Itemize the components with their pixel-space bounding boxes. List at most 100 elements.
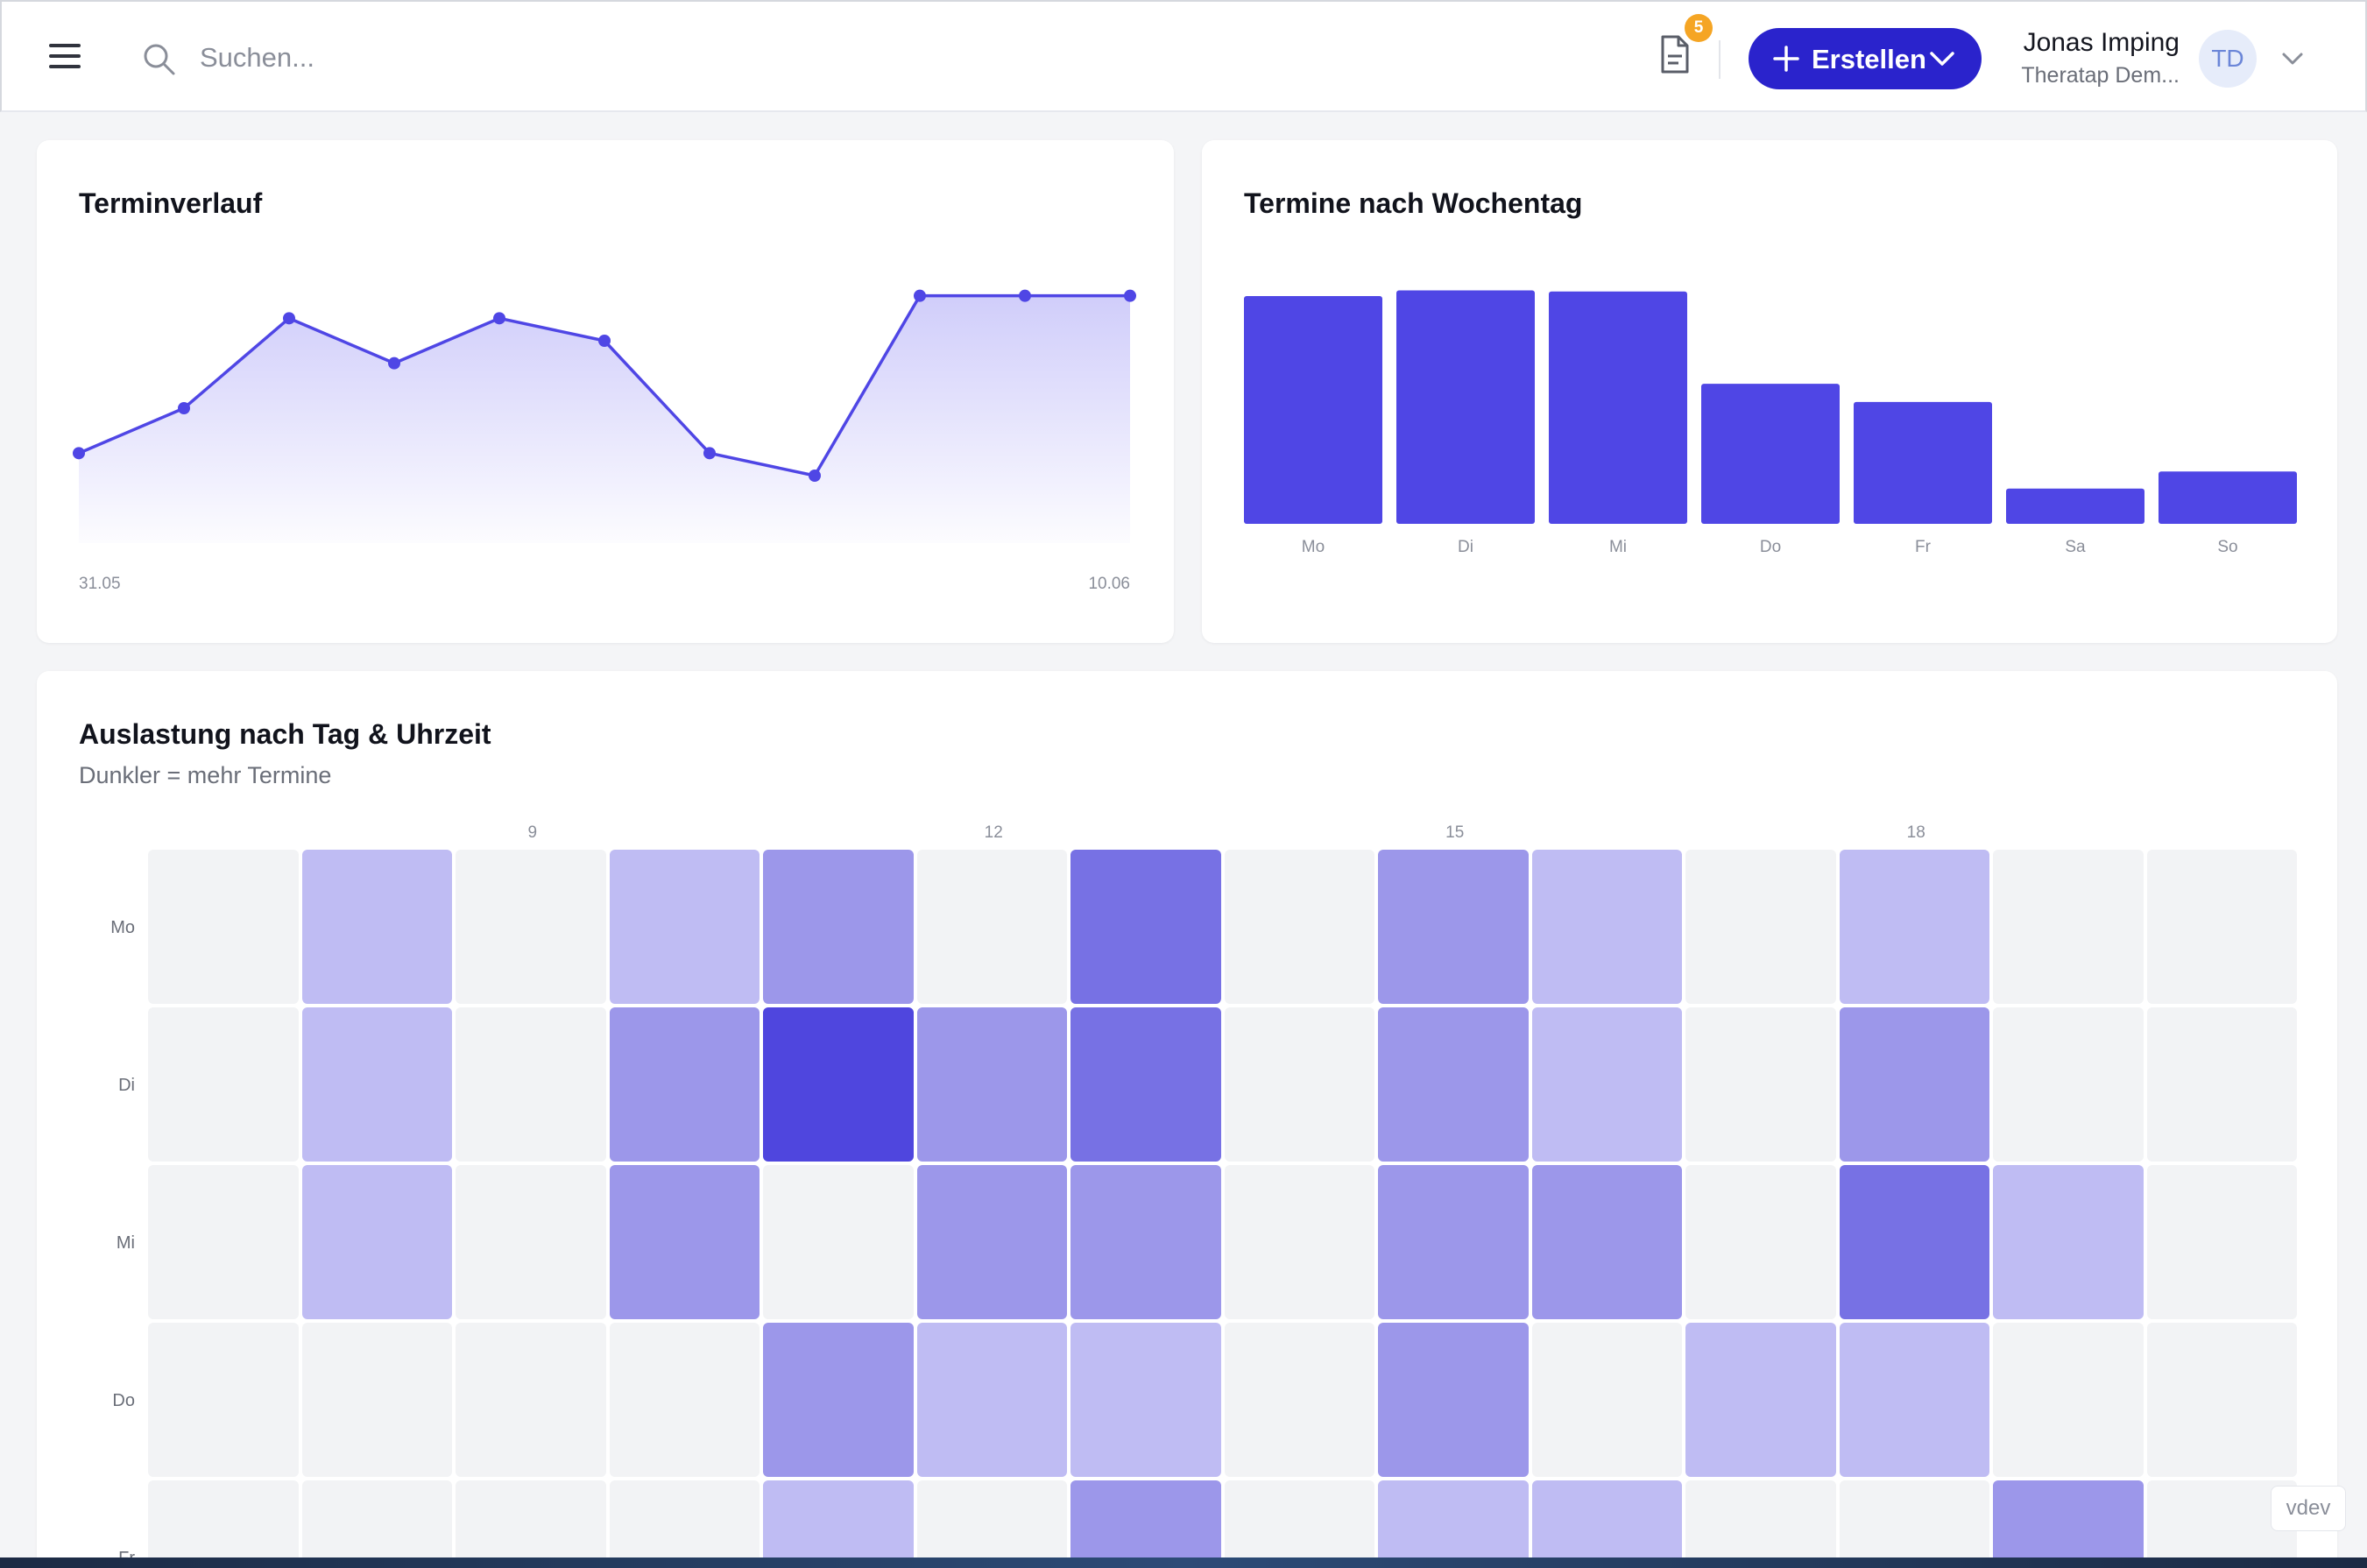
heatmap-cell-mi-8[interactable] xyxy=(301,1165,452,1319)
heatmap-row-label-mo: Mo xyxy=(110,918,135,937)
heatmap-cell-mo-12[interactable] xyxy=(916,850,1067,1004)
create-button[interactable]: Erstellen xyxy=(1749,28,1982,89)
heatmap-cell-mo-10[interactable] xyxy=(609,850,760,1004)
bar-so[interactable] xyxy=(2159,471,2297,524)
data-point-0[interactable] xyxy=(73,447,85,460)
bar-fr[interactable] xyxy=(1854,401,1992,524)
heatmap-cell-mi-12[interactable] xyxy=(916,1165,1067,1319)
data-point-5[interactable] xyxy=(598,335,611,347)
heatmap-cell-mi-19[interactable] xyxy=(1993,1165,2144,1319)
heatmap-cell-di-13[interactable] xyxy=(1070,1007,1221,1162)
heatmap-cell-di-8[interactable] xyxy=(301,1007,452,1162)
heatmap-cell-mi-11[interactable] xyxy=(763,1165,914,1319)
heatmap-cell-di-9[interactable] xyxy=(456,1007,606,1162)
heatmap-cell-mo-16[interactable] xyxy=(1531,850,1682,1004)
heatmap-cell-fr-14[interactable] xyxy=(1224,1480,1374,1568)
heatmap-cell-do-19[interactable] xyxy=(1993,1323,2144,1477)
heatmap-cell-do-16[interactable] xyxy=(1531,1323,1682,1477)
data-point-2[interactable] xyxy=(283,312,295,325)
heatmap-cell-fr-8[interactable] xyxy=(301,1480,452,1568)
bar-mi[interactable] xyxy=(1549,291,1687,524)
heatmap-cell-mo-13[interactable] xyxy=(1070,850,1221,1004)
heatmap-cell-fr-19[interactable] xyxy=(1993,1480,2144,1568)
heatmap-cell-mo-8[interactable] xyxy=(301,850,452,1004)
heatmap-cell-do-18[interactable] xyxy=(1839,1323,1989,1477)
heatmap-cell-fr-18[interactable] xyxy=(1839,1480,1989,1568)
heatmap-cell-mo-14[interactable] xyxy=(1224,850,1374,1004)
data-point-8[interactable] xyxy=(914,289,926,302)
heatmap-cell-fr-16[interactable] xyxy=(1531,1480,1682,1568)
heatmap-cell-fr-10[interactable] xyxy=(609,1480,760,1568)
heatmap-cell-mo-19[interactable] xyxy=(1993,850,2144,1004)
heatmap-cell-mi-16[interactable] xyxy=(1531,1165,1682,1319)
heatmap-cell-di-10[interactable] xyxy=(609,1007,760,1162)
user-menu-chevron-icon[interactable] xyxy=(2281,51,2304,67)
heatmap-cell-mi-17[interactable] xyxy=(1685,1165,1836,1319)
heatmap-cell-mo-15[interactable] xyxy=(1378,850,1529,1004)
heatmap-cell-di-12[interactable] xyxy=(916,1007,1067,1162)
heatmap-cell-mo-17[interactable] xyxy=(1685,850,1836,1004)
heatmap-cell-do-12[interactable] xyxy=(916,1323,1067,1477)
bar-do[interactable] xyxy=(1701,384,1840,524)
bar-di[interactable] xyxy=(1396,290,1535,525)
bar-label-mo: Mo xyxy=(1302,538,1325,556)
data-point-3[interactable] xyxy=(388,357,400,370)
heatmap-cell-di-20[interactable] xyxy=(2146,1007,2297,1162)
heatmap-cell-do-15[interactable] xyxy=(1378,1323,1529,1477)
heatmap-cell-fr-12[interactable] xyxy=(916,1480,1067,1568)
data-point-4[interactable] xyxy=(493,312,505,325)
heatmap-cell-do-7[interactable] xyxy=(148,1323,299,1477)
heatmap-cell-do-13[interactable] xyxy=(1070,1323,1221,1477)
heatmap-cell-mo-9[interactable] xyxy=(456,850,606,1004)
heatmap-cell-di-16[interactable] xyxy=(1531,1007,1682,1162)
data-point-1[interactable] xyxy=(178,402,190,414)
heatmap-cell-mo-11[interactable] xyxy=(763,850,914,1004)
notification-badge: 5 xyxy=(1685,14,1713,42)
heatmap-cell-do-8[interactable] xyxy=(301,1323,452,1477)
heatmap-cell-mo-18[interactable] xyxy=(1839,850,1989,1004)
vdev-button[interactable]: vdev xyxy=(2271,1486,2346,1531)
heatmap-cell-do-11[interactable] xyxy=(763,1323,914,1477)
heatmap-cell-fr-11[interactable] xyxy=(763,1480,914,1568)
heatmap-cell-di-19[interactable] xyxy=(1993,1007,2144,1162)
heatmap-cell-mi-10[interactable] xyxy=(609,1165,760,1319)
avatar[interactable]: TD xyxy=(2199,30,2257,88)
heatmap-cell-fr-17[interactable] xyxy=(1685,1480,1836,1568)
heatmap-cell-do-9[interactable] xyxy=(456,1323,606,1477)
heatmap-cell-do-20[interactable] xyxy=(2146,1323,2297,1477)
heatmap-cell-di-18[interactable] xyxy=(1839,1007,1989,1162)
heatmap-cell-mo-7[interactable] xyxy=(148,850,299,1004)
data-point-10[interactable] xyxy=(1124,289,1136,302)
heatmap-cell-mi-9[interactable] xyxy=(456,1165,606,1319)
heatmap-cell-mi-7[interactable] xyxy=(148,1165,299,1319)
bar-sa[interactable] xyxy=(2006,488,2144,524)
heatmap-cell-di-14[interactable] xyxy=(1224,1007,1374,1162)
heatmap-cell-do-14[interactable] xyxy=(1224,1323,1374,1477)
heatmap-cell-mi-18[interactable] xyxy=(1839,1165,1989,1319)
data-point-9[interactable] xyxy=(1019,289,1031,302)
data-point-7[interactable] xyxy=(809,470,821,482)
data-point-6[interactable] xyxy=(703,447,716,460)
bar-mo[interactable] xyxy=(1244,296,1382,524)
heatmap-cell-fr-15[interactable] xyxy=(1378,1480,1529,1568)
heatmap-cell-di-17[interactable] xyxy=(1685,1007,1836,1162)
heatmap-cell-do-10[interactable] xyxy=(609,1323,760,1477)
heatmap-cell-di-15[interactable] xyxy=(1378,1007,1529,1162)
heatmap-cell-fr-13[interactable] xyxy=(1070,1480,1221,1568)
heatmap-cell-mi-14[interactable] xyxy=(1224,1165,1374,1319)
menu-icon[interactable] xyxy=(47,40,84,72)
document-icon[interactable] xyxy=(1656,33,1694,75)
heatmap-cell-di-7[interactable] xyxy=(148,1007,299,1162)
bar-label-sa: Sa xyxy=(2065,538,2086,556)
heatmap-cell-mi-20[interactable] xyxy=(2146,1165,2297,1319)
heatmap-cell-do-17[interactable] xyxy=(1685,1323,1836,1477)
heatmap-cell-fr-7[interactable] xyxy=(148,1480,299,1568)
heatmap-cell-mo-20[interactable] xyxy=(2146,850,2297,1004)
heatmap-cell-mi-15[interactable] xyxy=(1378,1165,1529,1319)
heatmap-cell-di-11[interactable] xyxy=(763,1007,914,1162)
heatmap-col-label-15: 15 xyxy=(1445,823,1465,842)
search-input[interactable] xyxy=(200,37,725,79)
bar-label-so: So xyxy=(2217,538,2237,556)
heatmap-cell-mi-13[interactable] xyxy=(1070,1165,1221,1319)
heatmap-cell-fr-9[interactable] xyxy=(456,1480,606,1568)
